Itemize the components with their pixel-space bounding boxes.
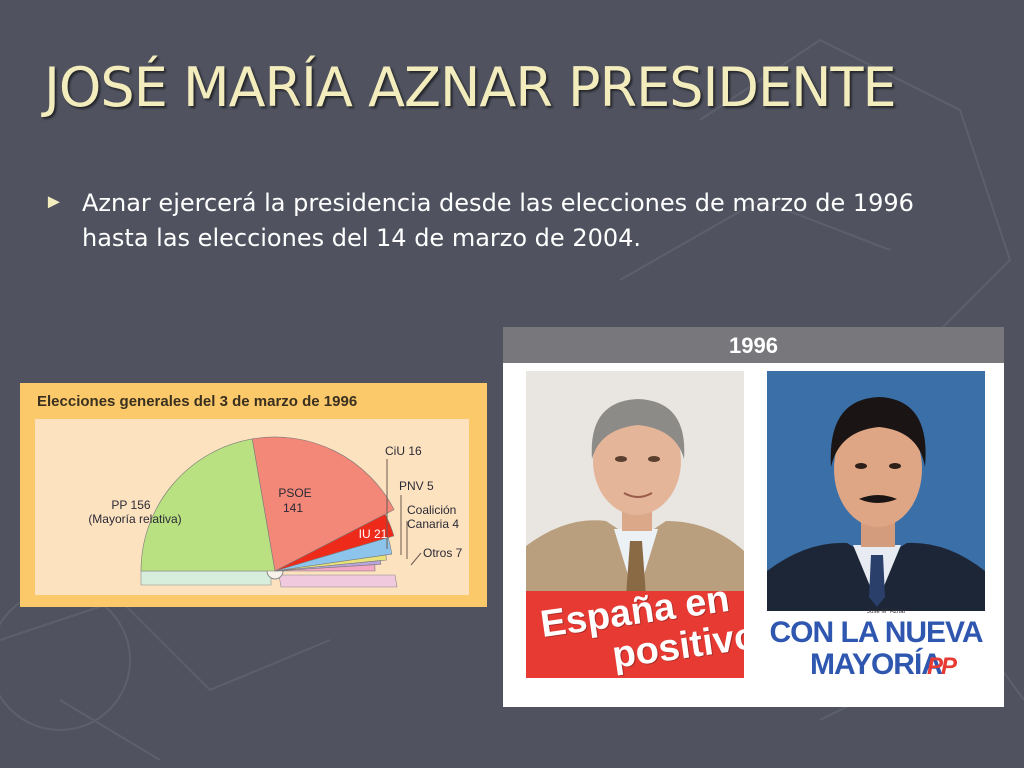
parliament-chart-svg: PP 156 (Mayoría relativa) PSOE 141 IU 21 C… bbox=[88, 436, 463, 588]
pp-poster-credit: José Mª Aznar bbox=[867, 609, 906, 615]
aznar-portrait bbox=[767, 371, 985, 611]
label-ciu: CiU 16 bbox=[385, 444, 422, 458]
label-pp: PP 156 (Mayoría relativa) bbox=[88, 498, 181, 526]
chart-area: PP 156 (Mayoría relativa) PSOE 141 IU 21 C… bbox=[35, 419, 469, 595]
pp-slogan-line2: MAYORÍA bbox=[810, 648, 943, 679]
slice-pnv bbox=[274, 554, 387, 572]
pp-logo-icon: PP bbox=[927, 653, 957, 678]
psoe-slogan: España en positivo bbox=[526, 578, 744, 678]
leader-line-3 bbox=[410, 552, 422, 566]
slice-ciu bbox=[274, 537, 393, 572]
slice-pp bbox=[140, 438, 276, 572]
campaign-posters-panel: 1996 España en positivo bbox=[503, 327, 1004, 707]
label-iu: IU 21 bbox=[359, 527, 388, 541]
pp-slogan-line1: CON LA NUEVA bbox=[769, 616, 984, 649]
slice-psoe bbox=[251, 436, 395, 572]
slide-title: JOSÉ MARÍA AZNAR PRESIDENTE bbox=[44, 56, 897, 119]
chart-base-left bbox=[140, 570, 272, 586]
label-otros: Otros 7 bbox=[423, 546, 463, 560]
election-results-chart: Elecciones generales del 3 de marzo de 1… bbox=[20, 383, 487, 607]
slice-coalición-canaria bbox=[274, 560, 382, 572]
psoe-poster: España en positivo bbox=[526, 371, 744, 678]
poster-year-header: 1996 bbox=[503, 327, 1004, 363]
bullet-point: ► Aznar ejercerá la presidencia desde la… bbox=[44, 186, 994, 256]
bullet-arrow-icon: ► bbox=[44, 191, 64, 213]
slice-otros bbox=[274, 564, 376, 572]
label-psoe: PSOE 141 bbox=[278, 486, 311, 515]
poster-year: 1996 bbox=[729, 333, 778, 358]
pp-poster: José Mª Aznar CON LA NUEVA MAYORÍA PP bbox=[767, 371, 985, 678]
label-coalicion-canaria: Coalición Canaria 4 bbox=[407, 503, 459, 531]
chart-heading: Elecciones generales del 3 de marzo de 1… bbox=[37, 393, 358, 410]
slice-iu bbox=[274, 513, 395, 572]
pp-slogan: CON LA NUEVA MAYORÍA bbox=[767, 616, 985, 679]
chart-base-right bbox=[278, 574, 398, 588]
label-pnv: PNV 5 bbox=[399, 479, 434, 493]
bullet-text: Aznar ejercerá la presidencia desde las … bbox=[82, 189, 914, 252]
